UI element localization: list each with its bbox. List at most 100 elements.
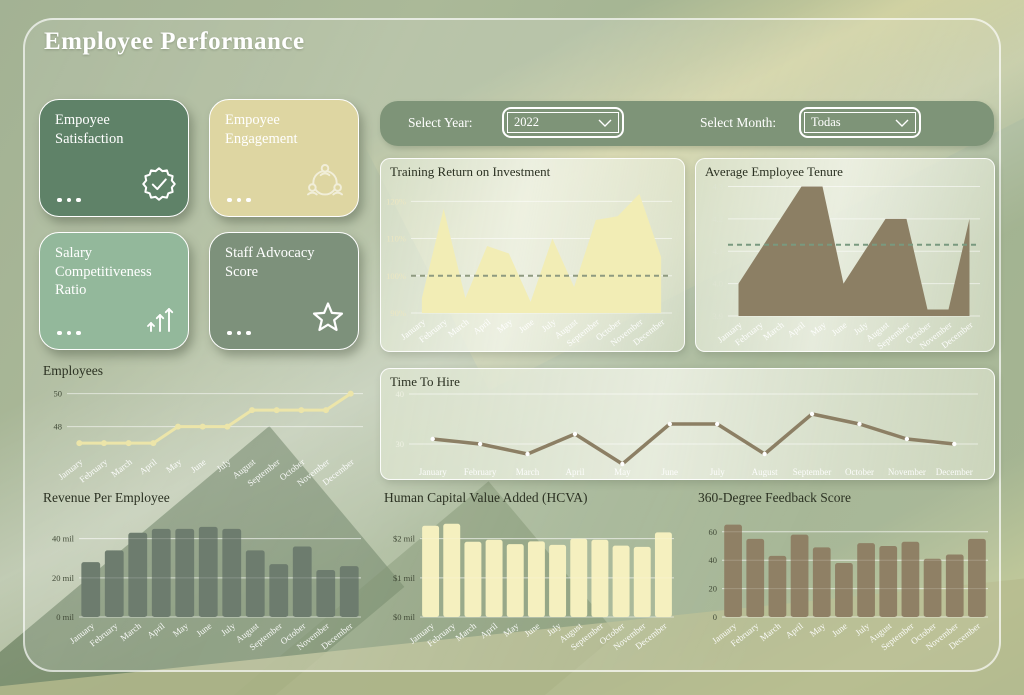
svg-text:60: 60 [709,527,718,537]
chevron-down-icon [598,119,612,127]
month-dropdown-value: Todas [811,115,841,129]
kpi-menu-dots[interactable] [57,197,81,202]
svg-text:May: May [171,620,191,638]
svg-text:June: June [517,317,536,335]
svg-text:February: February [464,467,497,477]
svg-text:20 mil: 20 mil [52,573,75,583]
svg-text:June: June [830,621,849,639]
chart-title: Average Employee Tenure [705,164,843,179]
svg-text:0: 0 [713,612,717,622]
kpi-label: Salary Competitiveness Ratio [55,245,152,299]
svg-text:May: May [809,319,829,337]
revenue-bar-chart: 0 mil 20 mil 40 mil January February March Apr… [39,510,379,668]
svg-text:110%: 110% [386,234,406,244]
filter-bar: Select Year: 2022 Select Month: Todas [380,101,994,146]
svg-text:March: March [109,456,134,479]
kpi-menu-dots[interactable] [227,330,251,335]
month-dropdown[interactable]: Todas [799,107,921,138]
svg-text:$0 mil: $0 mil [393,612,416,622]
chart-title: Employees [43,363,103,378]
star-icon [309,299,347,340]
svg-text:50: 50 [54,389,63,399]
feedback-bar-chart: 0 20 40 60 January February March April May June J… [694,510,1000,668]
year-dropdown[interactable]: 2022 [502,107,624,138]
svg-text:40 mil: 40 mil [52,534,75,544]
kpi-menu-dots[interactable] [227,197,251,202]
svg-text:30: 30 [396,439,405,449]
chart-title: Training Return on Investment [390,164,551,179]
arrows-growth-icon [143,303,177,340]
svg-text:February: February [77,456,109,484]
svg-text:May: May [495,316,515,334]
chart-title: Revenue Per Employee [43,490,170,505]
svg-text:40: 40 [396,389,405,399]
employees-line-chart: 48 50 January February March April May June July… [39,383,379,491]
svg-text:March: March [761,319,786,342]
svg-text:48: 48 [54,422,63,432]
page-title: Employee Performance [44,28,305,55]
kpi-menu-dots[interactable] [57,330,81,335]
svg-text:April: April [137,456,159,476]
chart-time-to-hire: 30 40 January February March April May June July… [380,368,995,480]
svg-text:March: March [118,620,143,643]
svg-text:September: September [793,467,832,477]
chart-employees: Employees 48 50 January February March April M… [39,363,379,491]
svg-text:June: June [662,467,679,477]
svg-text:$2 mil: $2 mil [393,534,416,544]
svg-text:June: June [830,320,849,338]
people-group-icon [303,158,347,207]
svg-text:July: July [215,456,233,473]
svg-text:June: June [522,621,541,639]
chart-revenue-per-employee: Revenue Per Employee 0 mil 20 mil 40 mil Ja… [39,490,379,668]
svg-text:May: May [808,620,828,638]
svg-text:4.1: 4.1 [712,246,723,256]
dashboard-panel: Employee Performance Empoyee Satisfactio… [23,18,1001,672]
kpi-label: Empoyee Satisfaction [55,112,124,147]
chevron-down-icon [895,119,909,127]
kpi-label: Empoyee Engagement [225,112,298,147]
badge-check-icon [141,166,177,207]
svg-text:$1 mil: $1 mil [393,573,416,583]
chart-training-roi: 90% 100% 110% 120% January February March April… [380,158,685,352]
svg-text:20: 20 [709,584,718,594]
chart-hcva: Human Capital Value Added (HCVA) $0 mil $… [380,490,692,668]
year-dropdown-value: 2022 [514,115,539,129]
select-month-label: Select Month: [700,115,777,130]
svg-text:October: October [845,467,874,477]
kpi-card-employee-satisfaction[interactable]: Empoyee Satisfaction [39,99,189,217]
kpi-card-staff-advocacy[interactable]: Staff Advocacy Score [209,232,359,350]
svg-text:June: June [189,457,208,475]
svg-text:April: April [784,620,806,640]
svg-text:August: August [752,467,779,477]
svg-text:June: June [194,621,213,639]
svg-text:April: April [786,319,808,339]
svg-text:March: March [516,467,540,477]
chart-title: 360-Degree Feedback Score [698,490,851,505]
svg-text:March: March [758,620,783,643]
svg-text:0 mil: 0 mil [56,612,74,622]
kpi-card-salary-competitiveness[interactable]: Salary Competitiveness Ratio [39,232,189,350]
chart-360-feedback: 360-Degree Feedback Score 0 20 40 60 January… [694,490,1000,668]
svg-text:May: May [501,620,521,638]
svg-text:April: April [145,620,167,640]
svg-text:April: April [471,316,493,336]
chart-average-tenure: 3.9 4.0 4.1 4.2 4.3 January February March April… [695,158,995,352]
svg-text:March: March [453,620,478,643]
svg-text:March: March [446,316,471,339]
svg-text:April: April [478,620,500,640]
svg-text:4.2: 4.2 [712,214,723,224]
svg-text:May: May [164,456,184,474]
kpi-card-employee-engagement[interactable]: Empoyee Engagement [209,99,359,217]
svg-text:3.9: 3.9 [712,311,723,321]
svg-text:November: November [888,467,926,477]
hcva-bar-chart: $0 mil $1 mil $2 mil January February March Ap… [380,510,692,668]
svg-text:100%: 100% [386,271,406,281]
svg-text:January: January [419,467,447,477]
svg-text:July: July [710,467,726,477]
chart-title: Time To Hire [390,374,460,389]
svg-text:May: May [614,467,631,477]
select-year-label: Select Year: [408,115,473,130]
kpi-label: Staff Advocacy Score [225,245,315,280]
svg-text:40: 40 [709,555,718,565]
svg-text:120%: 120% [386,196,406,206]
